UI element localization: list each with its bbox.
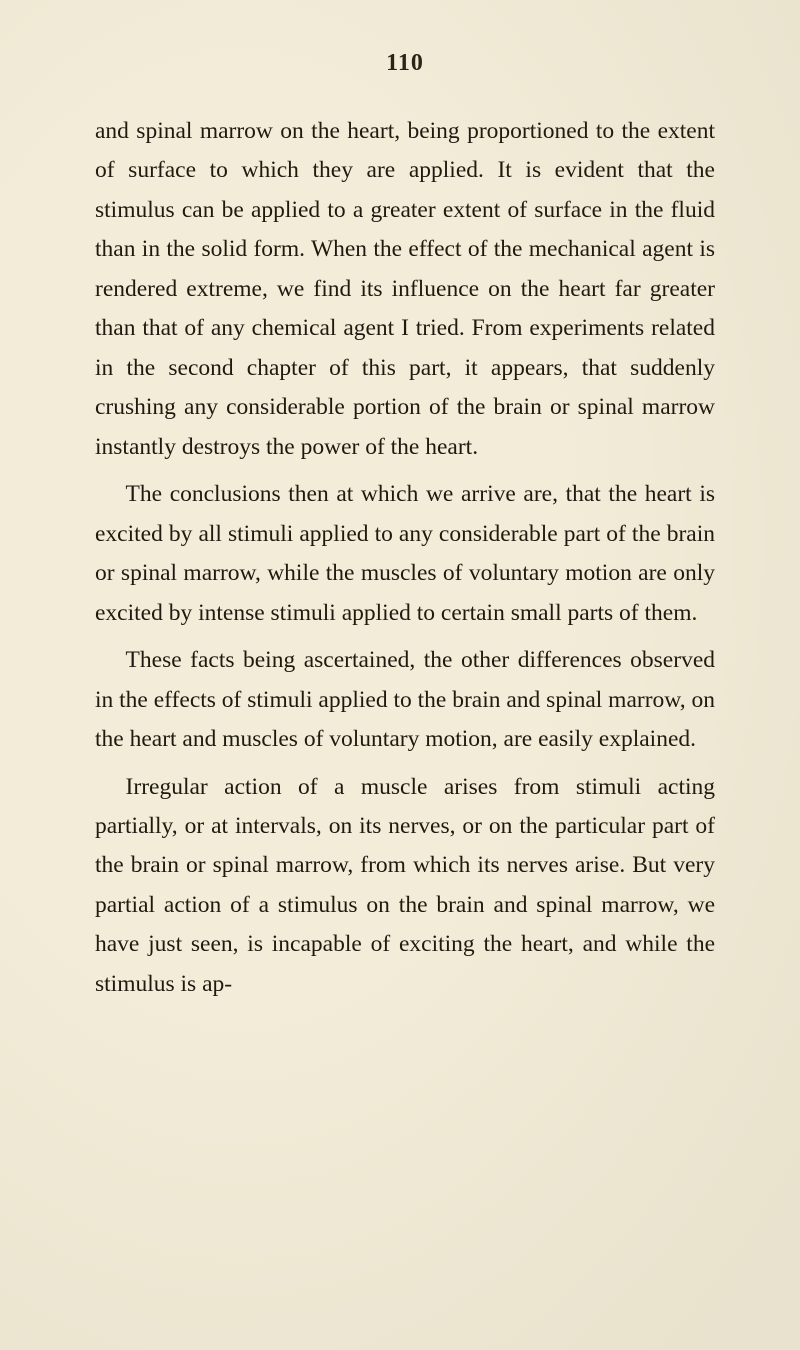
body-paragraph: Irregular action of a muscle arises from… [95,768,715,1005]
page-number: 110 [95,50,715,77]
body-paragraph: and spinal marrow on the heart, being pr… [95,112,715,467]
body-paragraph: These facts being ascertained, the other… [95,641,715,759]
body-paragraph: The conclusions then at which we arrive … [95,475,715,633]
